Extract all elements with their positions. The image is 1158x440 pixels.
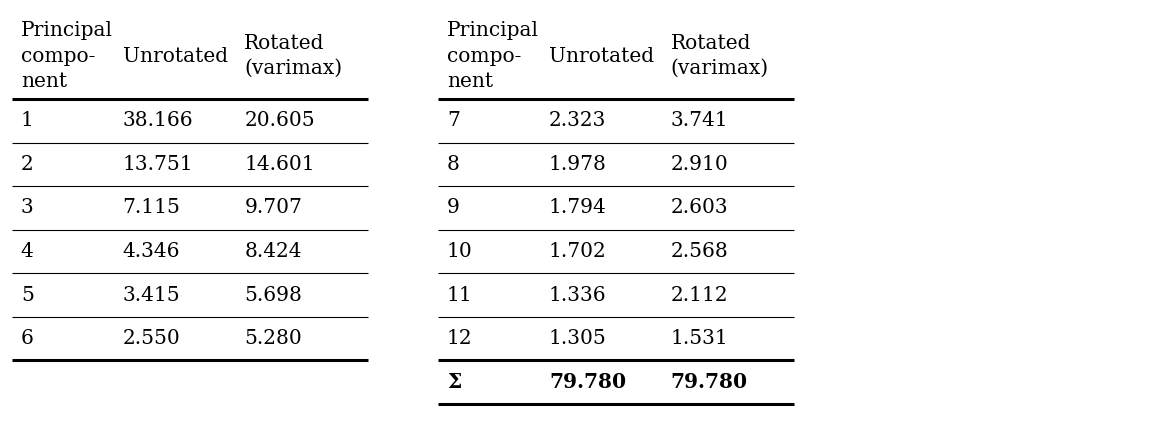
Text: 1.978: 1.978 [549,155,607,174]
Text: 1.305: 1.305 [549,329,607,348]
Text: 1.702: 1.702 [549,242,607,261]
Text: 5: 5 [21,286,34,304]
Text: 1.531: 1.531 [670,329,728,348]
Text: 2.910: 2.910 [670,155,728,174]
Text: 11: 11 [447,286,472,304]
Text: 7: 7 [447,111,460,130]
Text: (varimax): (varimax) [670,59,769,78]
Text: nent: nent [447,72,493,91]
Text: Rotated: Rotated [670,34,752,53]
Text: Principal: Principal [21,22,112,40]
Text: 20.605: 20.605 [244,111,315,130]
Text: 2.323: 2.323 [549,111,607,130]
Text: 6: 6 [21,329,34,348]
Text: compo-: compo- [21,47,95,66]
Text: 79.780: 79.780 [549,372,626,392]
Text: 3.415: 3.415 [123,286,181,304]
Text: 3.741: 3.741 [670,111,728,130]
Text: 5.280: 5.280 [244,329,302,348]
Text: 2.550: 2.550 [123,329,181,348]
Text: Unrotated: Unrotated [549,47,654,66]
Text: 1: 1 [21,111,34,130]
Text: Unrotated: Unrotated [123,47,228,66]
Text: 3: 3 [21,198,34,217]
Text: 2: 2 [21,155,34,174]
Text: 38.166: 38.166 [123,111,193,130]
Text: Principal: Principal [447,22,538,40]
Text: 13.751: 13.751 [123,155,193,174]
Text: 1.794: 1.794 [549,198,607,217]
Text: 9: 9 [447,198,460,217]
Text: Σ: Σ [447,372,461,392]
Text: 4.346: 4.346 [123,242,181,261]
Text: 5.698: 5.698 [244,286,302,304]
Text: 8.424: 8.424 [244,242,302,261]
Text: 14.601: 14.601 [244,155,315,174]
Text: 7.115: 7.115 [123,198,181,217]
Text: 2.603: 2.603 [670,198,728,217]
Text: 10: 10 [447,242,472,261]
Text: 79.780: 79.780 [670,372,748,392]
Text: 9.707: 9.707 [244,198,302,217]
Text: compo-: compo- [447,47,521,66]
Text: 2.568: 2.568 [670,242,728,261]
Text: 8: 8 [447,155,460,174]
Text: Rotated: Rotated [244,34,325,53]
Text: 2.112: 2.112 [670,286,728,304]
Text: nent: nent [21,72,67,91]
Text: (varimax): (varimax) [244,59,343,78]
Text: 1.336: 1.336 [549,286,607,304]
Text: 12: 12 [447,329,472,348]
Text: 4: 4 [21,242,34,261]
